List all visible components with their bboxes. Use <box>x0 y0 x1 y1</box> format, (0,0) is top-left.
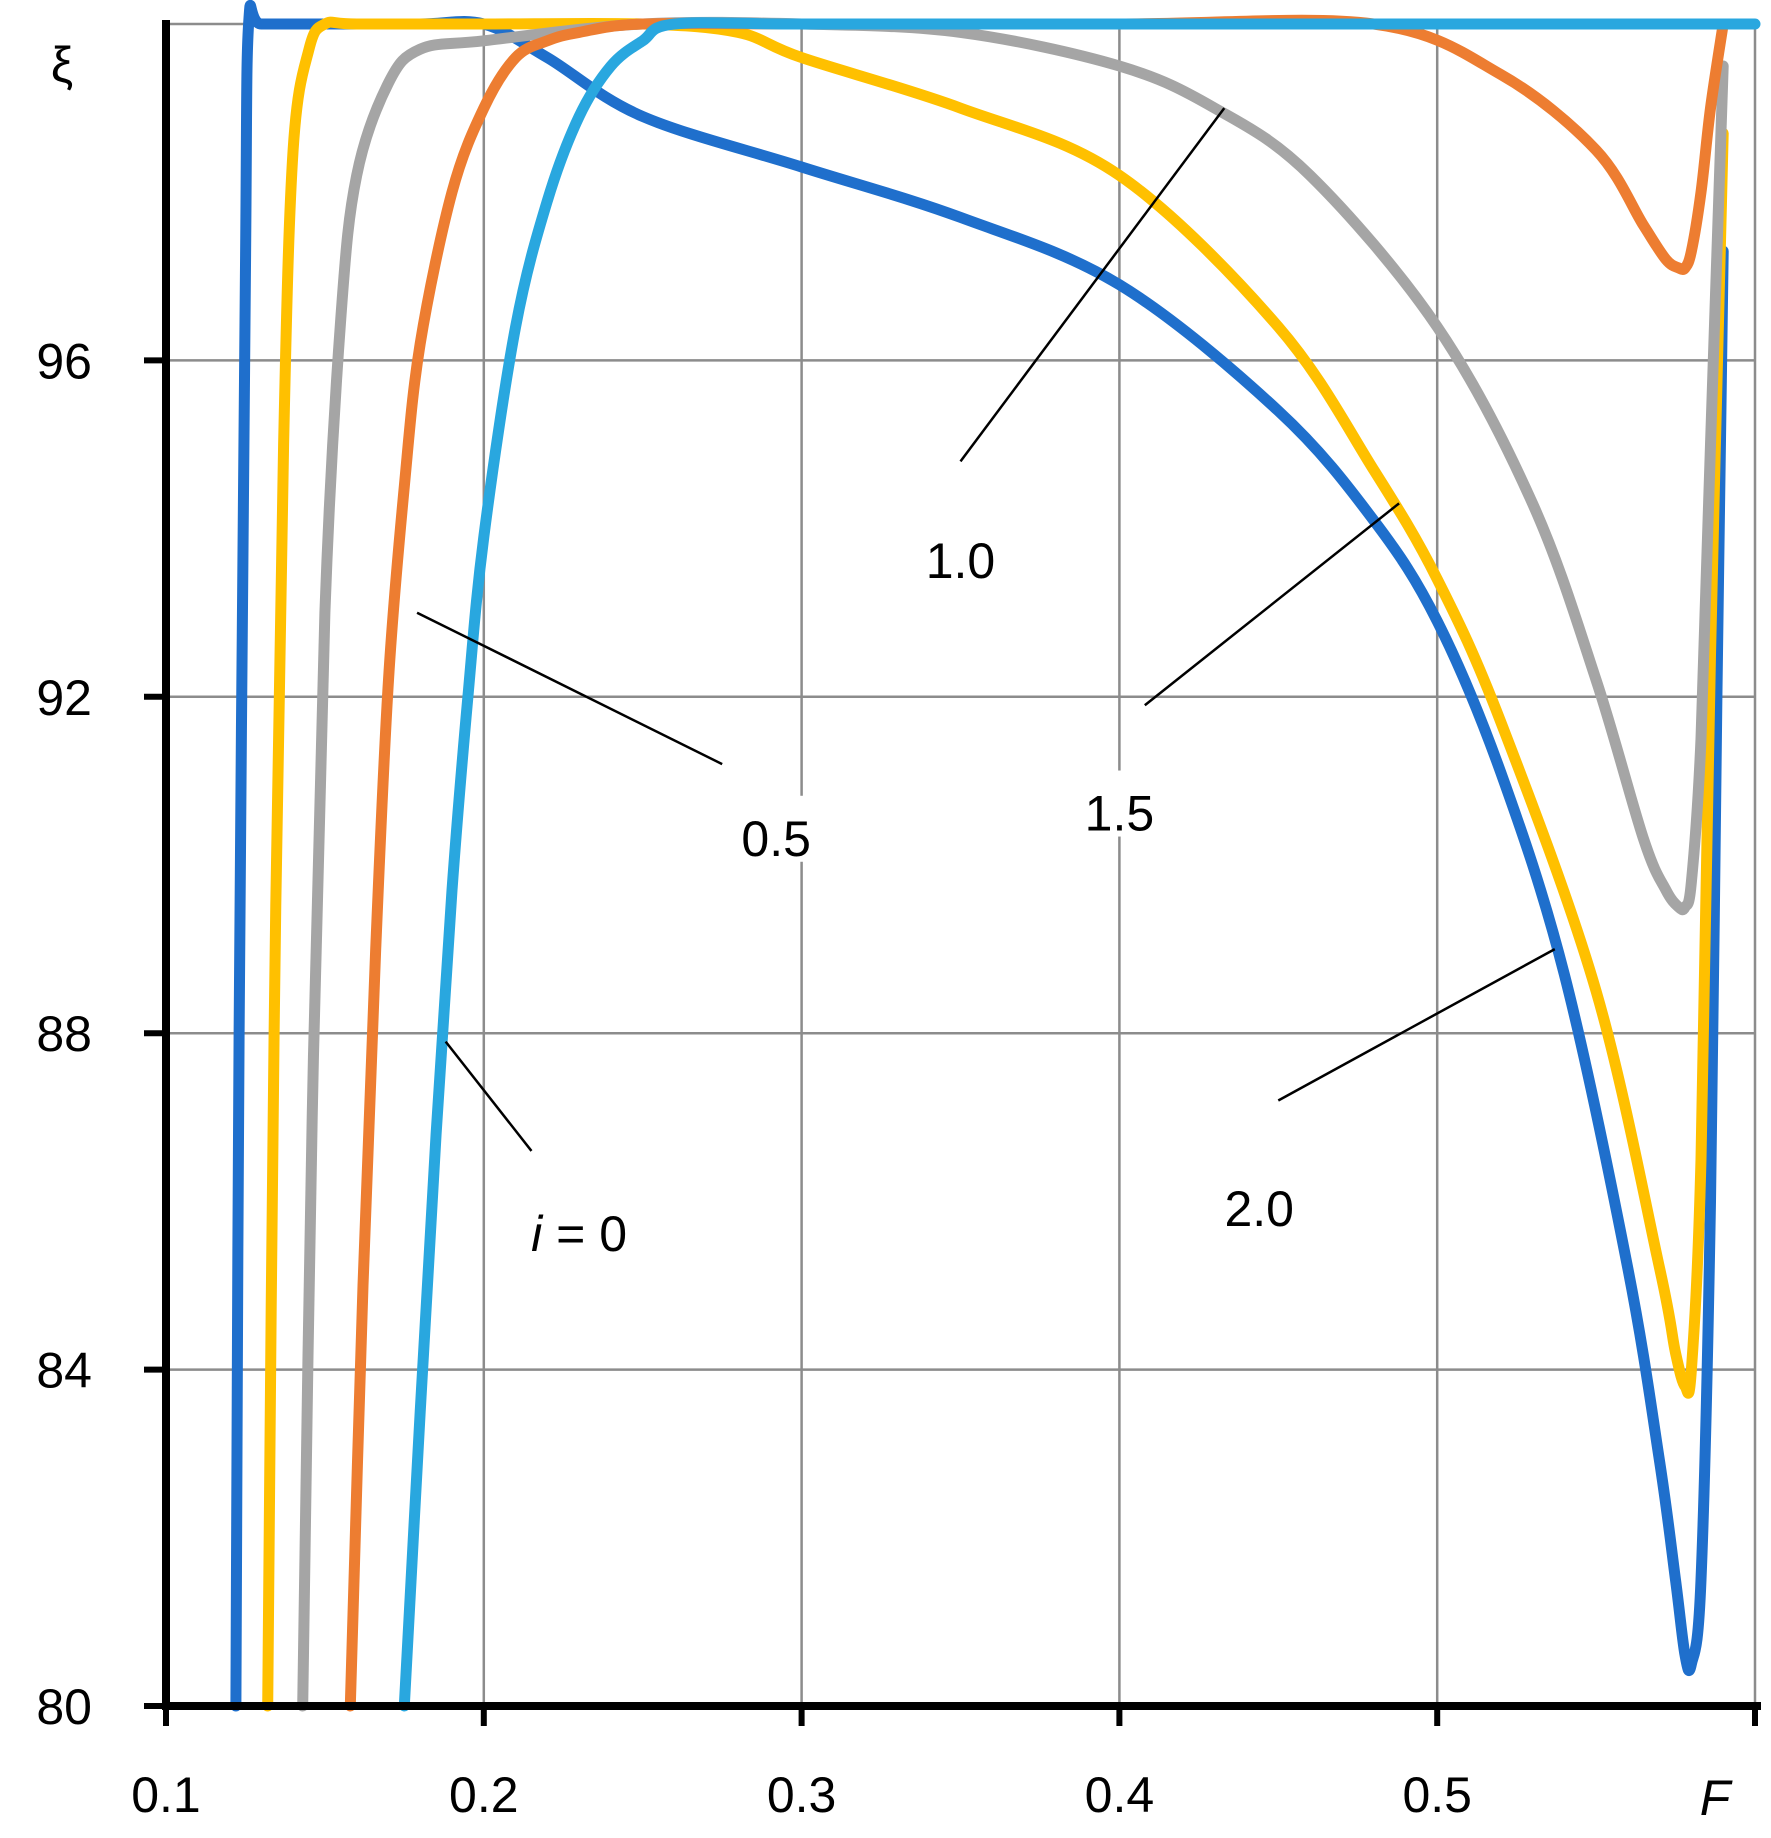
y-tick-label-0: 80 <box>36 1679 92 1735</box>
annotation-bg-4 <box>1201 1165 1318 1232</box>
series-line-2 <box>297 16 1729 1712</box>
axes <box>162 20 1761 1710</box>
annotation-label-0: i = 0 <box>531 1206 627 1262</box>
x-tick-label-0: 0.1 <box>131 1767 201 1823</box>
x-axis-title: F <box>1700 1770 1733 1826</box>
series-line-3 <box>344 14 1729 1712</box>
series-line-4 <box>398 17 1761 1712</box>
annotation-leader-3 <box>1144 502 1400 707</box>
y-tick-label-3: 92 <box>36 670 92 726</box>
annotation-leader-2 <box>959 107 1226 463</box>
series-line-0 <box>230 0 1729 1712</box>
annotation-bg-2 <box>902 518 1019 585</box>
annotation-label-3: 1.5 <box>1085 786 1155 842</box>
annotation-label-2: 1.0 <box>926 533 996 589</box>
y-tick-label-1: 84 <box>36 1343 92 1399</box>
y-tick-label-4: 96 <box>36 333 92 389</box>
series-line-1 <box>262 16 1729 1712</box>
annotation-bg-0 <box>501 1191 658 1258</box>
tick-labels: 0.1 0.2 0.3 0.4 0.5 80 84 88 92 96 <box>36 333 1758 1823</box>
x-tick-label-2: 0.3 <box>767 1767 837 1823</box>
y-axis-title: ξ <box>51 37 73 93</box>
annotations-group: i = 0 0.5 1.0 1.5 2.0 <box>416 107 1556 1262</box>
annotation-leader-0 <box>444 1040 533 1152</box>
grid <box>164 22 1757 1708</box>
annotation-label-1: 0.5 <box>741 811 811 867</box>
x-tick-label-4: 0.5 <box>1402 1767 1472 1823</box>
annotation-bg-3 <box>1061 770 1178 837</box>
x-tick-label-1: 0.2 <box>449 1767 519 1823</box>
x-tick-label-3: 0.4 <box>1085 1767 1155 1823</box>
annotation-label-4: 2.0 <box>1224 1181 1294 1237</box>
series-group <box>230 0 1761 1712</box>
y-tick-label-2: 88 <box>36 1006 92 1062</box>
annotation-leader-1 <box>416 611 723 766</box>
annotation-leader-4 <box>1277 948 1556 1102</box>
annotation-bg-1 <box>718 795 835 862</box>
